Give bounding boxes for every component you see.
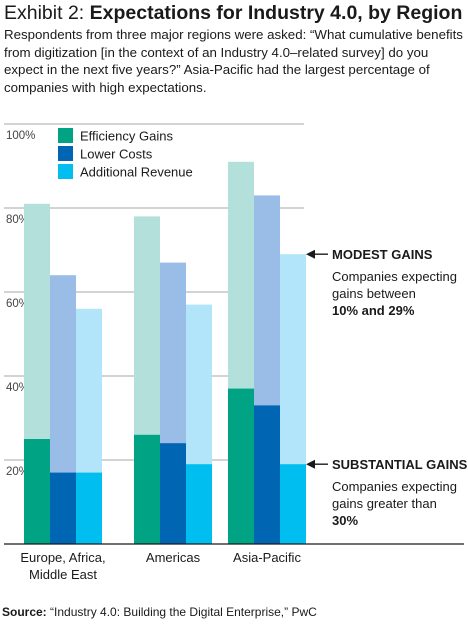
source-text: “Industry 4.0: Building the Digital Ente… — [46, 605, 317, 619]
modest-gains-text: Companies expecting — [332, 269, 457, 284]
bar-chart: 20% 40% 60% 80% 100% Europe, Africa, Middle Ea… — [4, 123, 468, 582]
bar-substantial — [76, 472, 102, 544]
exhibit-title: Exhibit 2: Expectations for Industry 4.0… — [4, 2, 466, 24]
legend-label: Lower Costs — [80, 147, 153, 162]
bar-substantial — [24, 439, 50, 544]
category-label: Americas — [146, 550, 201, 565]
category-label: Middle East — [29, 567, 97, 582]
legend-label: Efficiency Gains — [80, 129, 173, 144]
bar-substantial — [228, 388, 254, 544]
category-label: Asia-Pacific — [233, 550, 301, 565]
bar-substantial — [160, 443, 186, 544]
y-tick-label: 80% — [6, 214, 29, 226]
bar-substantial — [254, 405, 280, 544]
category-label: Europe, Africa, — [20, 550, 105, 565]
exhibit-number: Exhibit 2: — [4, 2, 90, 24]
substantial-gains-arrow-head — [306, 459, 315, 469]
chart-subtitle: Respondents from three major regions wer… — [4, 27, 463, 95]
y-tick-label: 20% — [6, 466, 29, 478]
legend-swatch — [58, 128, 73, 143]
substantial-gains-bold-text: 30% — [332, 513, 358, 528]
substantial-gains-heading: SUBSTANTIAL GAINS — [332, 457, 468, 472]
substantial-gains-text: gains greater than — [332, 496, 437, 511]
y-tick-label: 60% — [6, 298, 29, 310]
bar-substantial — [280, 464, 306, 544]
y-tick-label: 40% — [6, 382, 29, 394]
modest-gains-heading: MODEST GAINS — [332, 247, 433, 262]
legend-swatch — [58, 164, 73, 179]
legend-swatch — [58, 146, 73, 161]
source-note: Source: “Industry 4.0: Building the Digi… — [2, 605, 464, 619]
substantial-gains-text: Companies expecting — [332, 479, 457, 494]
bar-substantial — [134, 434, 160, 544]
modest-gains-arrow-head — [306, 249, 315, 259]
modest-gains-text: gains between — [332, 286, 416, 301]
bar-substantial — [186, 464, 212, 544]
legend-label: Additional Revenue — [80, 165, 193, 180]
y-tick-label: 100% — [6, 130, 35, 142]
modest-gains-bold-text: 10% and 29% — [332, 303, 415, 318]
source-label: Source: — [2, 605, 47, 619]
bar-substantial — [50, 472, 76, 544]
chart-title: Expectations for Industry 4.0, by Region — [89, 2, 463, 24]
